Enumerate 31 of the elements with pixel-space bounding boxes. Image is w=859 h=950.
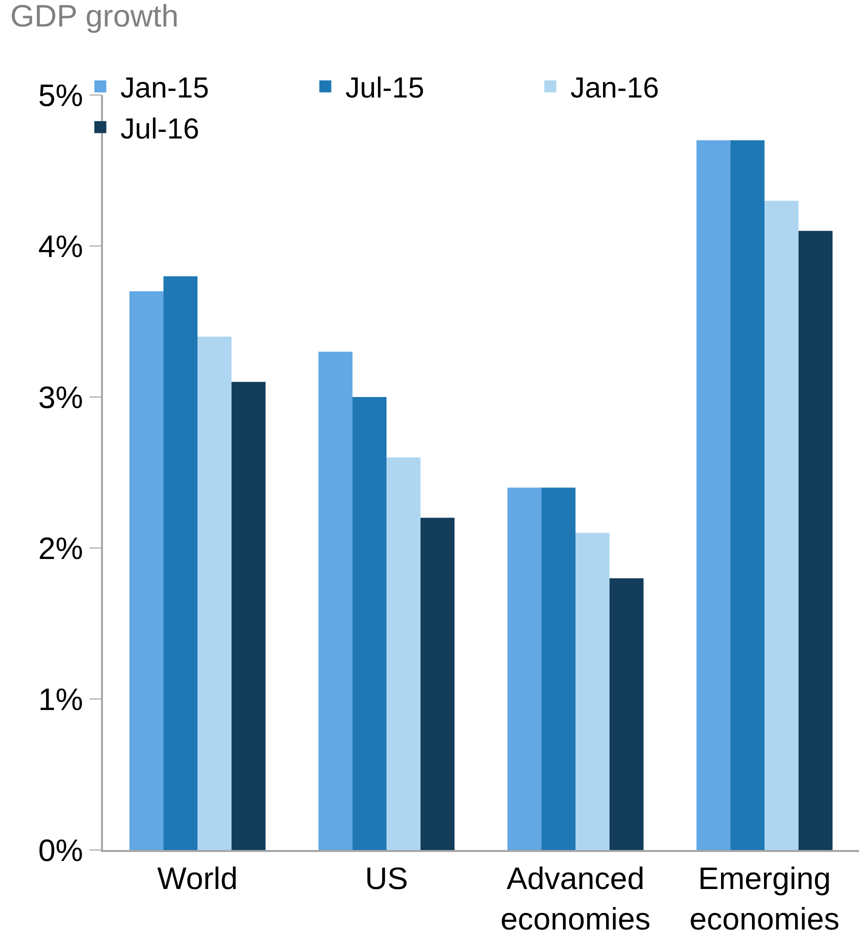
bar <box>576 532 610 850</box>
bar <box>541 488 576 850</box>
bar <box>386 457 421 850</box>
bar <box>507 488 542 850</box>
x-tick-label: US <box>364 860 408 896</box>
x-tick-label: Advanced economies <box>500 860 650 936</box>
y-tick-label: 5% <box>38 78 84 113</box>
bar <box>232 382 266 850</box>
bar <box>198 336 232 850</box>
y-tick-label: 2% <box>38 530 84 566</box>
bar <box>163 276 198 850</box>
bar <box>798 230 833 850</box>
y-tick-label: 0% <box>38 832 84 868</box>
legend-label: Jul-15 <box>345 72 424 105</box>
y-tick-label: 3% <box>38 380 84 415</box>
bar <box>352 397 386 850</box>
bar <box>730 140 764 850</box>
bar <box>764 200 799 850</box>
legend-label: Jan-15 <box>120 72 209 105</box>
y-tick-label: 1% <box>38 682 84 717</box>
chart-title: GDP growth <box>10 0 179 34</box>
x-tick-label: Emerging economies <box>690 860 840 936</box>
y-tick-label: 4% <box>38 228 84 264</box>
bar <box>318 352 352 850</box>
legend-label: Jul-16 <box>120 113 200 146</box>
x-tick-label: World <box>157 860 238 896</box>
bar <box>129 291 164 850</box>
legend-label: Jan-16 <box>570 72 659 105</box>
bar <box>696 140 730 850</box>
bar <box>420 518 455 850</box>
bar <box>610 578 644 850</box>
